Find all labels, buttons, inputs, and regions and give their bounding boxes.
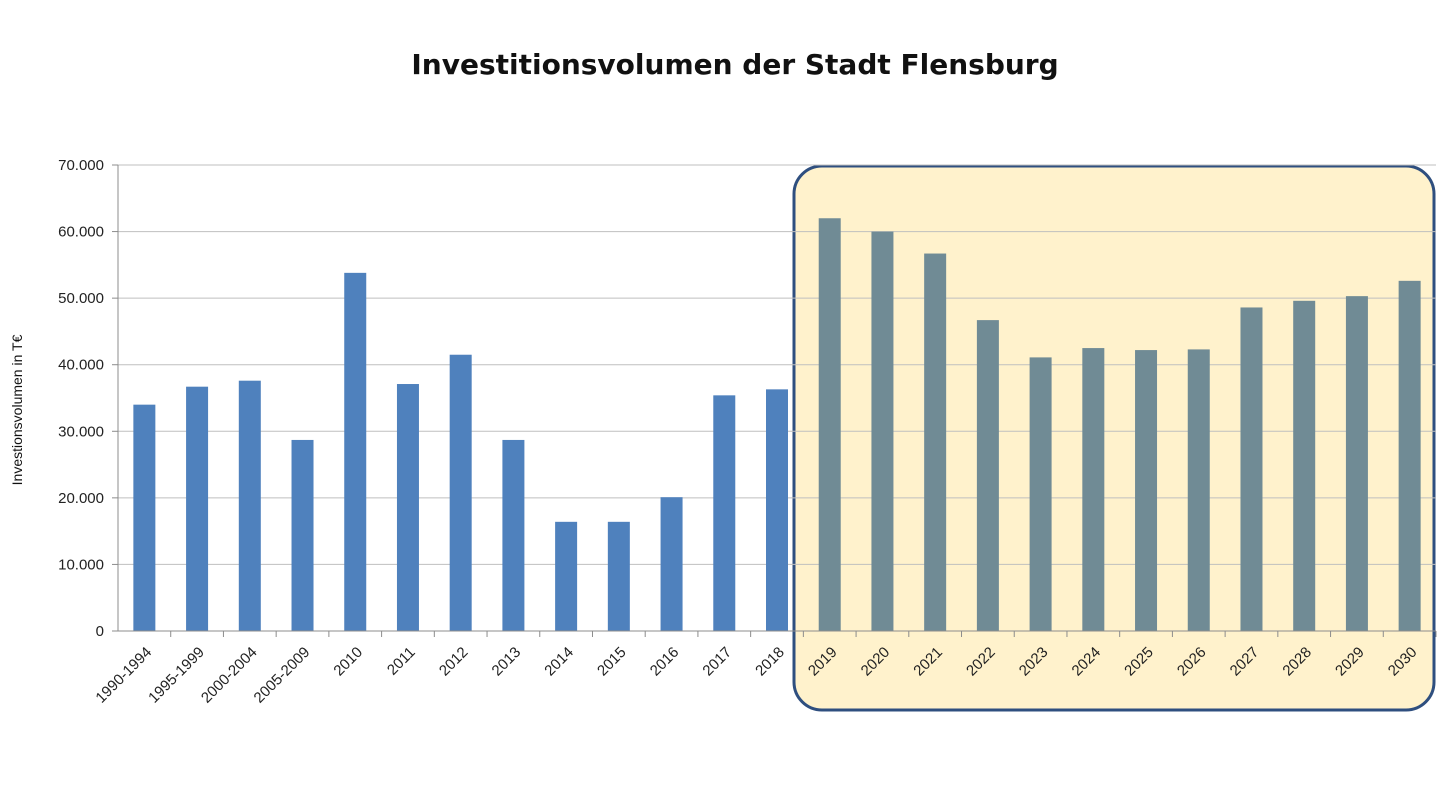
y-tick-label: 20.000 bbox=[58, 490, 104, 507]
x-tick-label: 1995-1999 bbox=[145, 644, 208, 707]
bar bbox=[1082, 348, 1105, 631]
bar bbox=[1187, 349, 1210, 631]
bar-series bbox=[133, 218, 1421, 632]
x-tick-label: 2011 bbox=[384, 644, 419, 679]
y-tick-label: 30.000 bbox=[58, 423, 104, 440]
bar bbox=[133, 404, 156, 631]
x-tick-label: 2016 bbox=[647, 644, 683, 680]
y-tick-label: 50.000 bbox=[58, 290, 104, 307]
x-tick-label: 2005-2009 bbox=[251, 644, 314, 707]
x-tick-label: 2012 bbox=[436, 644, 472, 680]
x-tick-label: 2015 bbox=[594, 644, 630, 680]
bar bbox=[291, 439, 314, 631]
bar bbox=[766, 389, 788, 631]
bar bbox=[1293, 300, 1316, 631]
bar bbox=[818, 218, 841, 631]
bar bbox=[502, 439, 525, 631]
bar bbox=[396, 384, 419, 631]
bar bbox=[449, 354, 472, 631]
bar bbox=[607, 521, 630, 631]
x-tick-label: 2017 bbox=[699, 644, 735, 680]
y-tick-label: 40.000 bbox=[58, 357, 104, 374]
bar bbox=[1135, 350, 1158, 631]
y-tick-label: 10.000 bbox=[58, 556, 104, 573]
bar bbox=[1029, 357, 1052, 631]
bar bbox=[1398, 280, 1421, 631]
x-tick-label: 2013 bbox=[489, 644, 525, 680]
chart-title: Investitionsvolumen der Stadt Flensburg bbox=[411, 48, 1059, 81]
bar bbox=[871, 231, 894, 632]
y-tick-label: 0 bbox=[96, 623, 104, 640]
bar bbox=[186, 386, 209, 631]
bar bbox=[238, 380, 261, 631]
x-tick-label: 1990-1994 bbox=[92, 644, 155, 707]
forecast-highlight-box bbox=[792, 164, 1436, 712]
x-tick-label: 2000-2004 bbox=[198, 644, 261, 707]
bar bbox=[1345, 296, 1368, 631]
bar bbox=[924, 253, 947, 632]
y-axis-label: Investionsvolumen in T€ bbox=[9, 334, 25, 485]
x-tick-label: 2018 bbox=[752, 644, 788, 680]
bar bbox=[344, 272, 367, 631]
x-tick-label: 2014 bbox=[541, 644, 577, 680]
bar bbox=[976, 320, 999, 631]
bar bbox=[660, 497, 683, 631]
bar bbox=[713, 395, 736, 631]
bar bbox=[1240, 307, 1263, 631]
y-tick-label: 60.000 bbox=[58, 224, 104, 241]
axes bbox=[112, 164, 1437, 637]
y-tick-label: 70.000 bbox=[58, 157, 104, 174]
x-tick-label: 2010 bbox=[330, 644, 366, 680]
bar bbox=[555, 521, 578, 631]
